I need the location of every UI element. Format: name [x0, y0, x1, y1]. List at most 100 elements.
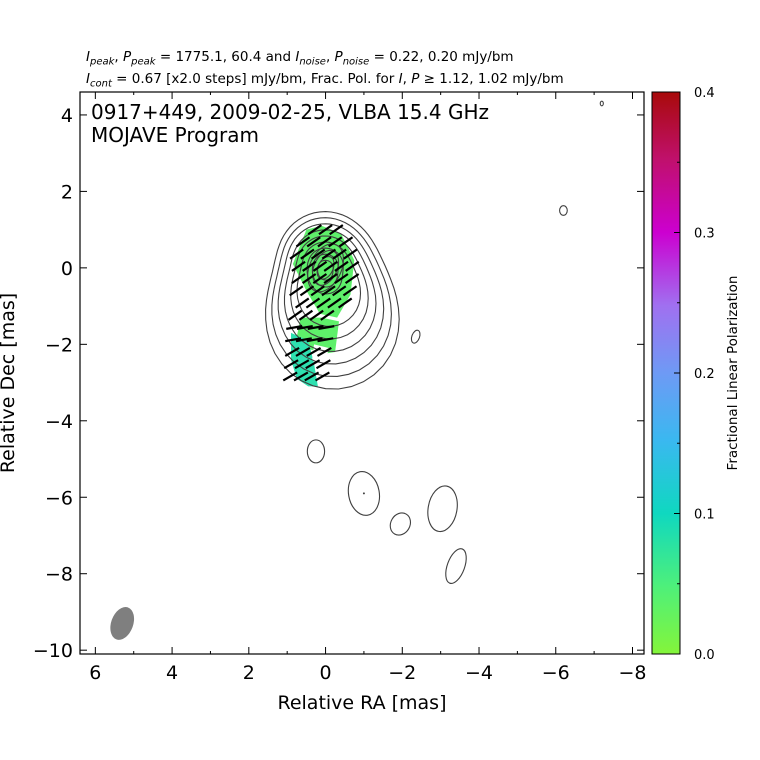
contour-level-1 [265, 211, 400, 390]
plot-area [110, 100, 604, 640]
header-noise-line: Ipeak, Ppeak = 1775.1, 60.4 and Inoise, … [86, 49, 514, 68]
evpa-tick [289, 248, 304, 260]
isolated-contour [389, 512, 412, 536]
contour-level-5 [290, 235, 369, 340]
evpa-tick [295, 236, 311, 248]
evpa-tick [305, 359, 321, 370]
evpa-tick [306, 337, 323, 343]
evpa-tick [294, 359, 310, 370]
evpa-tick [295, 297, 310, 309]
isolated-peak-dot [362, 492, 365, 495]
evpa-tick [323, 260, 338, 272]
evpa-tick [305, 297, 321, 309]
evpa-tick [332, 248, 347, 260]
y-tick-label: 2 [61, 181, 73, 203]
evpa-tick [337, 297, 353, 309]
y-tick-label: 4 [61, 105, 73, 127]
evpa-tick [296, 325, 313, 330]
evpa-tick [345, 260, 360, 272]
evpa-tick [334, 273, 349, 285]
evpa-tick [317, 236, 332, 248]
isolated-contour [347, 470, 381, 516]
evpa-tick [304, 371, 320, 382]
beam-ellipse [110, 607, 135, 640]
evpa-tick [323, 273, 338, 285]
evpa-tick [306, 236, 321, 248]
evpa-tick [287, 309, 303, 321]
isolated-contour [445, 548, 467, 584]
plot-frame [79, 91, 645, 655]
evpa-tick [318, 224, 333, 236]
evpa-tick [300, 248, 315, 260]
evpa-tick [298, 309, 314, 321]
evpa-tick [299, 285, 315, 297]
y-tick-label: −10 [33, 640, 73, 662]
colorbar-tick-label: 0.0 [694, 648, 715, 663]
evpa-tick [310, 248, 326, 260]
evpa-tick [321, 285, 336, 297]
x-tick-label: −8 [618, 662, 646, 684]
contour-level-6 [296, 241, 362, 327]
core-contour-1 [307, 243, 344, 293]
x-tick-label: 2 [243, 662, 255, 684]
y-tick-label: −2 [45, 334, 73, 356]
evpa-tick [315, 359, 331, 370]
chart-title: 0917+449, 2009-02-25, VLBA 15.4 GHz [91, 100, 489, 124]
evpa-tick [328, 236, 343, 248]
evpa-tick [284, 347, 300, 357]
y-tick-label: 0 [61, 258, 73, 280]
evpa-tick [295, 337, 312, 343]
pol-jet-cyan-region [291, 332, 318, 387]
evpa-tick [342, 285, 358, 297]
x-tick-label: −2 [388, 662, 416, 684]
evpa-tick [332, 285, 347, 297]
colorbar-label: Fractional Linear Polarization [725, 276, 741, 471]
y-tick-label: −8 [45, 564, 73, 586]
pol-core-region [292, 225, 355, 318]
evpa-tick [307, 224, 322, 236]
evpa-tick [318, 325, 335, 330]
evpa-tick [334, 260, 349, 272]
evpa-tick [293, 371, 309, 382]
x-tick-label: 4 [166, 662, 178, 684]
chart-subtitle: MOJAVE Program [91, 123, 259, 147]
evpa-tick [309, 309, 324, 321]
evpa-tick [310, 285, 325, 297]
contour-level-7 [306, 247, 344, 295]
contour-level-2 [271, 217, 392, 377]
colorbar-tick-label: 0.1 [694, 508, 715, 523]
x-tick-label: 6 [89, 662, 101, 684]
evpa-tick [282, 371, 298, 382]
evpa-vectors [282, 224, 360, 382]
y-tick-label: −4 [45, 411, 73, 433]
evpa-tick [321, 248, 337, 260]
evpa-tick [329, 224, 344, 236]
evpa-tick [285, 337, 302, 343]
evpa-tick [291, 260, 306, 272]
isolated-contour [306, 439, 326, 464]
x-tick-label: −4 [465, 662, 493, 684]
colorbar-tick-label: 0.2 [694, 367, 715, 382]
evpa-tick [316, 297, 331, 309]
evpa-tick [312, 273, 328, 285]
evpa-tick [316, 347, 332, 357]
evpa-tick [312, 260, 328, 272]
evpa-tick [338, 236, 354, 248]
contour-level-3 [277, 223, 385, 365]
evpa-tick [314, 371, 330, 382]
evpa-tick [343, 248, 358, 260]
y-axis-label: Relative Dec [mas] [0, 293, 19, 473]
isolated-contour [599, 100, 604, 107]
evpa-tick [289, 285, 304, 297]
evpa-tick [317, 337, 334, 343]
evpa-tick [283, 359, 299, 370]
evpa-tick [302, 260, 317, 272]
y-tick-label: −6 [45, 487, 73, 509]
colorbar-tick-label: 0.3 [694, 227, 715, 242]
header-contour-line: Icont = 0.67 [x2.0 steps] mJy/bm, Frac. … [86, 71, 564, 90]
isolated-contour [427, 485, 458, 533]
evpa-tick [286, 325, 303, 330]
evpa-tick [320, 309, 335, 321]
evpa-tick [301, 273, 317, 285]
